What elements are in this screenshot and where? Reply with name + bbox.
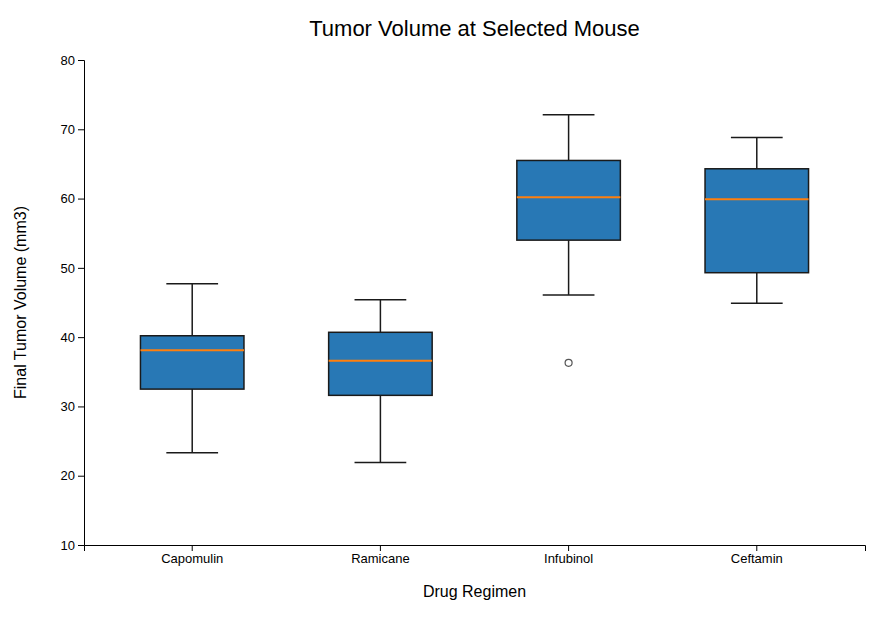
y-tick-mark [78,60,84,61]
chart: 10 20 30 40 50 60 70 80 Capomulin Ramicane Infubin… [0,0,889,617]
x-tick-mark [192,545,193,551]
y-tick-label: 30 [61,399,75,414]
x-tick-label: Infubinol [544,551,593,566]
x-tick: Ceftamin [731,545,783,566]
x-axis: Capomulin Ramicane Infubinol Ceftamin [85,545,866,566]
y-axis-line [78,61,85,546]
boxes [140,115,808,463]
box-group [705,138,809,304]
box [140,336,244,389]
whisker-high [756,138,758,169]
y-tick-mark [78,268,84,269]
x-tick-label: Ceftamin [731,551,783,566]
whisker-high [380,300,382,333]
y-tick-label: 10 [61,538,75,553]
cap-low [731,302,783,304]
x-tick-mark [756,545,757,551]
y-tick: 60 [61,191,84,206]
y-tick-label: 20 [61,468,75,483]
whisker-high [568,115,570,161]
y-tick: 40 [61,330,84,345]
whisker-low [756,273,758,303]
cap-high [355,299,407,301]
y-tick: 50 [61,261,84,276]
x-tick: Infubinol [544,545,593,566]
cap-high [543,114,595,116]
x-axis-title: Drug Regimen [423,583,526,600]
x-tick: Ramicane [351,545,410,566]
whisker-low [380,395,382,462]
median [705,198,809,200]
cap-low [166,452,218,454]
box-group [517,115,621,367]
flier [565,359,572,366]
y-tick-label: 60 [61,191,75,206]
y-tick: 20 [61,468,84,483]
y-tick: 30 [61,399,84,414]
whisker-low [191,389,193,453]
y-tick-mark [78,545,84,546]
x-tick-label: Ramicane [351,551,410,566]
median [517,196,621,198]
y-tick: 80 [61,53,84,68]
box [517,160,621,240]
plot: 10 20 30 40 50 60 70 80 Capomulin Ramicane Infubin… [61,53,866,567]
y-tick-label: 40 [61,330,75,345]
x-tick: Capomulin [161,545,223,566]
whisker-low [568,240,570,295]
cap-low [543,294,595,296]
x-axis-line [85,546,866,552]
x-tick-mark [568,545,569,551]
median [140,349,244,351]
cap-high [731,137,783,139]
title: Tumor Volume at Selected Mouse [309,16,640,41]
box [329,332,433,395]
y-tick: 10 [61,538,84,553]
y-tick-label: 50 [61,261,75,276]
whisker-high [191,284,193,336]
x-tick-label: Capomulin [161,551,223,566]
cap-high [166,283,218,285]
cap-low [355,462,407,464]
y-tick-label: 70 [61,122,75,137]
median [329,360,433,362]
y-tick-mark [78,337,84,338]
box-group [140,284,244,453]
y-tick-mark [78,476,84,477]
y-tick-mark [78,199,84,200]
y-tick: 70 [61,122,84,137]
y-tick-mark [78,129,84,130]
box-group [329,300,433,463]
y-tick-mark [78,406,84,407]
x-tick-mark [380,545,381,551]
y-axis-title: Final Tumor Volume (mm3) [12,206,29,399]
y-axis: 10 20 30 40 50 60 70 80 [61,53,85,553]
box [705,169,809,273]
y-tick-label: 80 [61,53,75,68]
